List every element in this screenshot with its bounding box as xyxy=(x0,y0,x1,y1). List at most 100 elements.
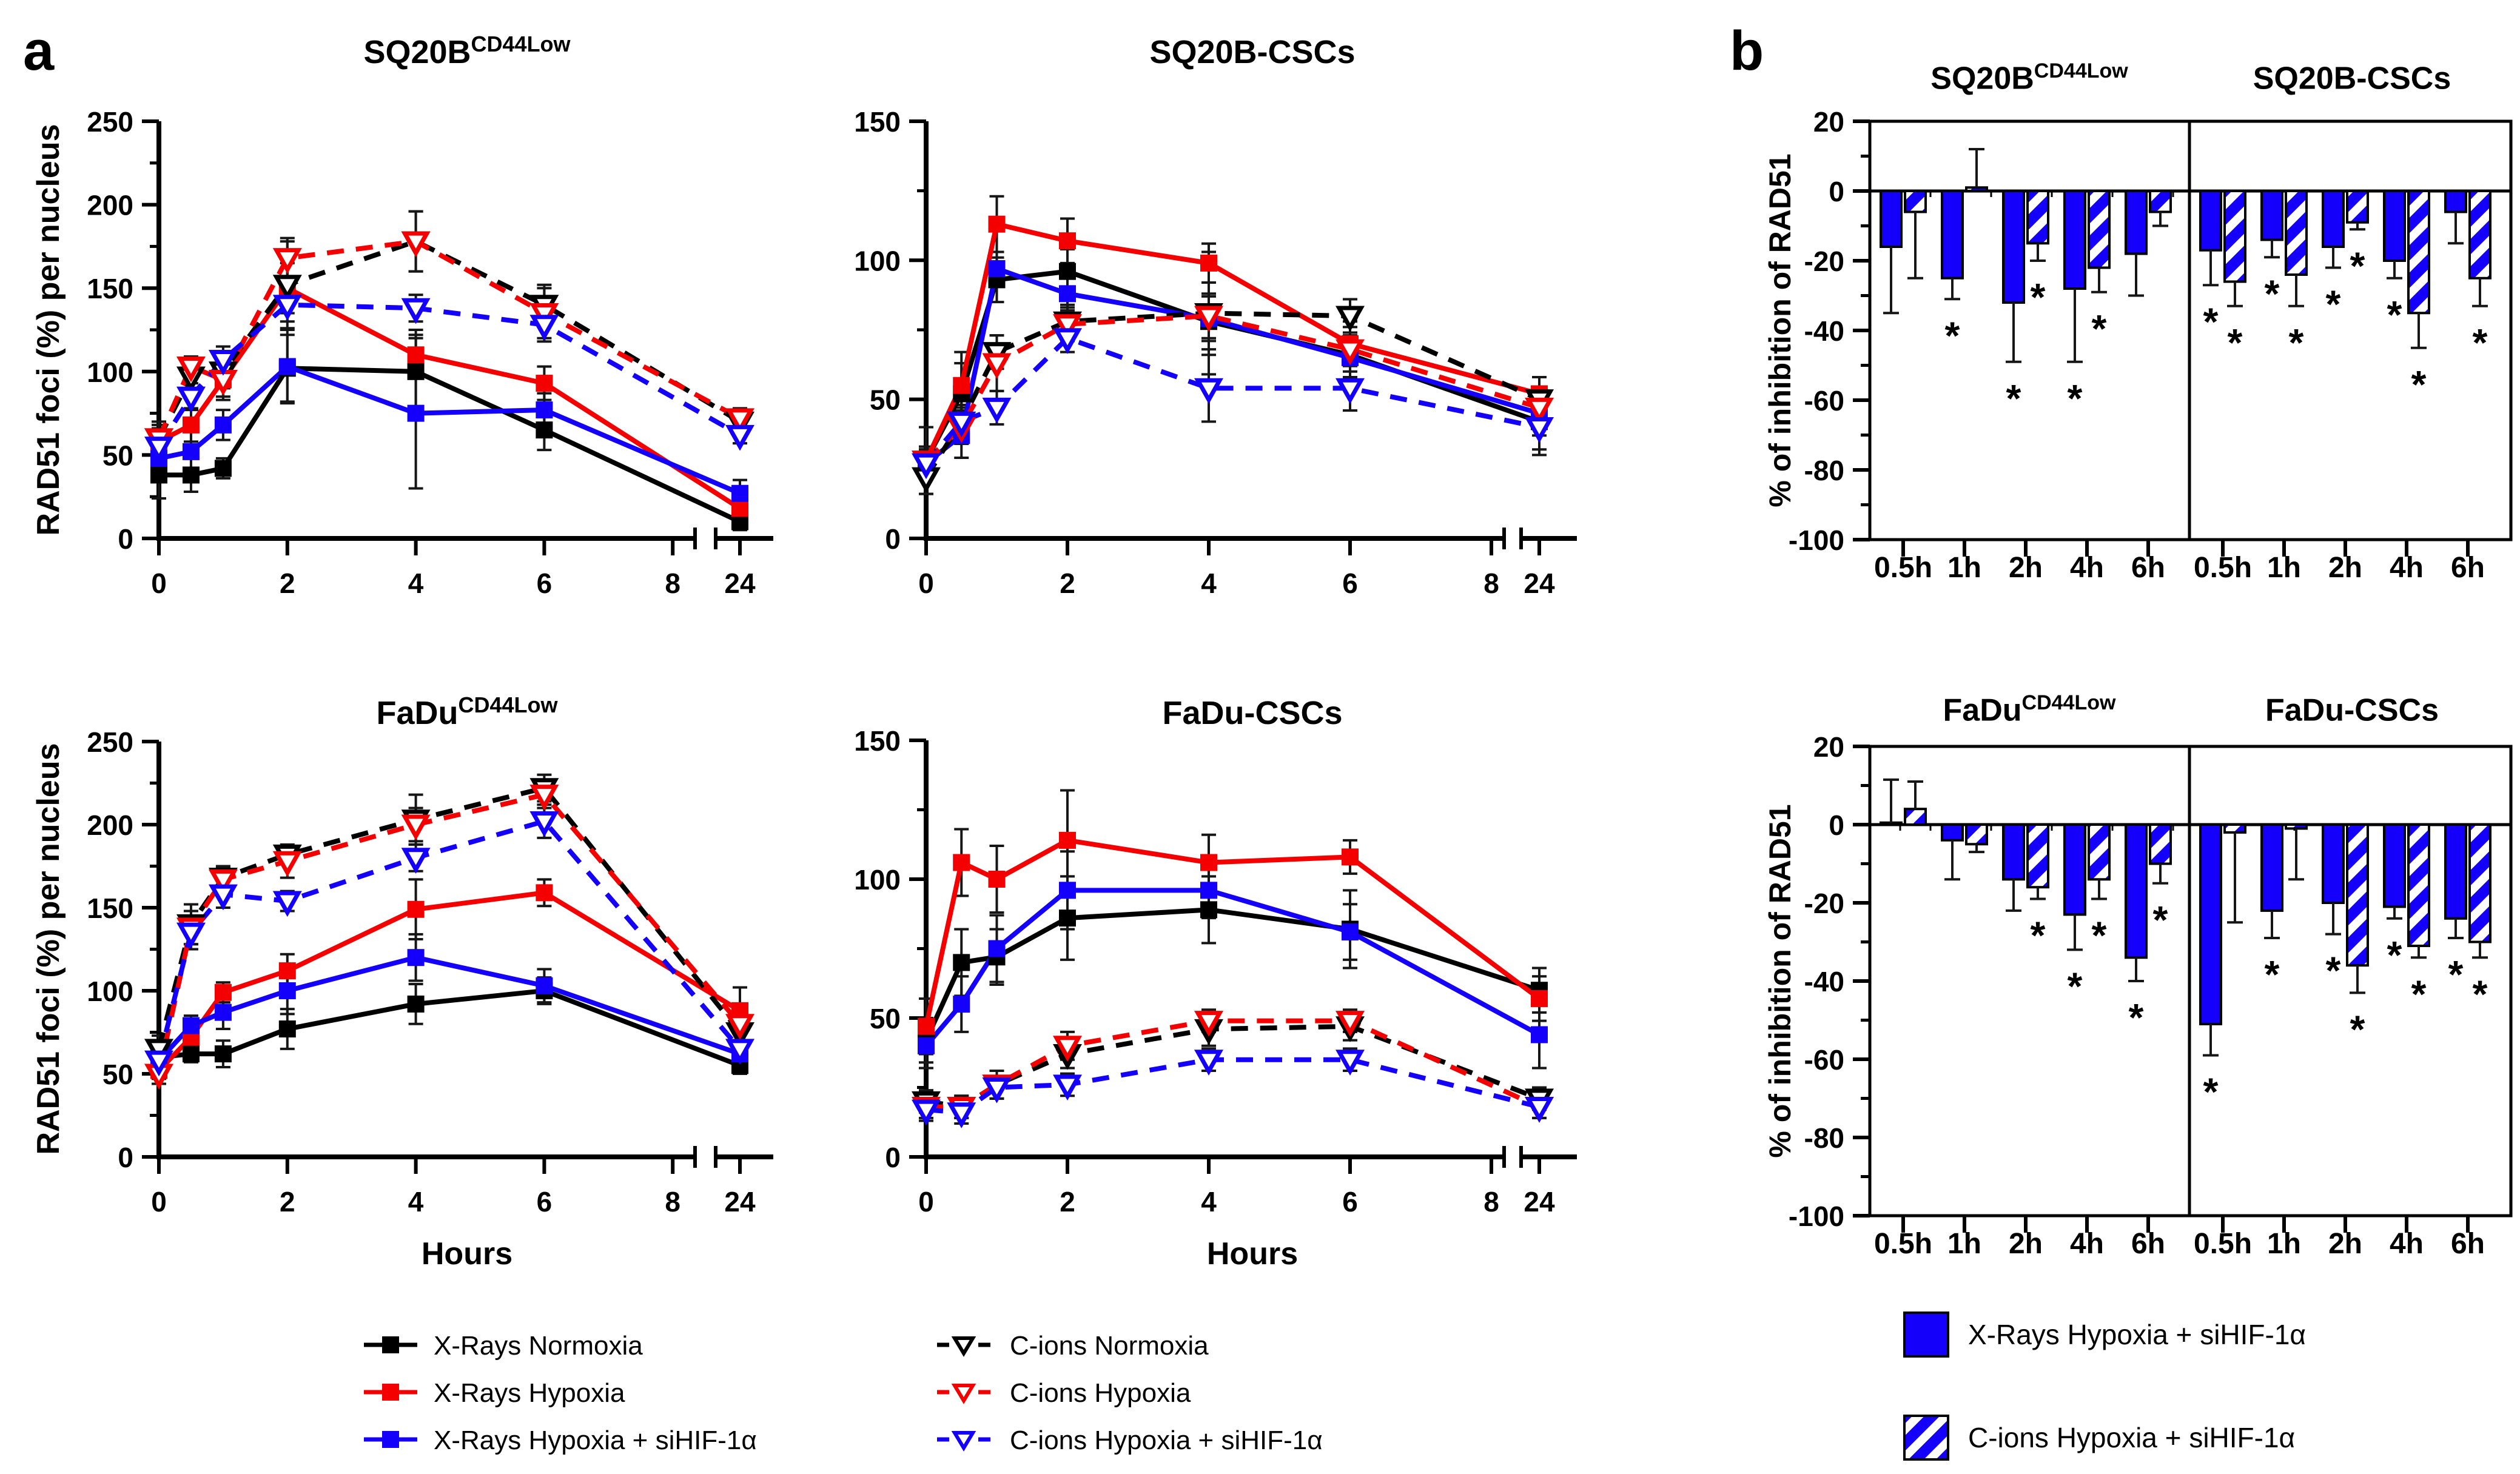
marker-square-x-rays-hypoxia xyxy=(214,983,232,1001)
legend-label: C-ions Normoxia xyxy=(1010,1331,1209,1361)
marker-triangle-c-ions-hypoxia-sihif-1 xyxy=(401,298,431,324)
marker-square-x-rays-hypoxia xyxy=(536,884,553,902)
marker-triangle-c-ions-hypoxia-sihif-1 xyxy=(1336,1050,1365,1076)
bar-x-rays-hypoxia-sihif-1-4h xyxy=(2063,190,2086,290)
y-tick-label: 20 xyxy=(1813,731,1844,763)
marker-triangle-c-ions-hypoxia xyxy=(1336,1011,1365,1037)
marker-triangle-c-ions-hypoxia xyxy=(725,1014,754,1040)
marker-square-x-rays-hypoxia-sihif-1 xyxy=(536,401,553,419)
chart-title-sq20b-cscs: SQ20B-CSCs xyxy=(1149,33,1355,69)
y-axis-title-row1: RAD51 foci (%) per nucleus xyxy=(31,124,66,536)
bar-title-fadu-cscs: FaDu-CSCs xyxy=(2265,692,2439,726)
y-tick-label: 150 xyxy=(854,725,901,757)
significance-asterisk: * xyxy=(2473,972,2488,1016)
marker-triangle-c-ions-hypoxia-sihif-1 xyxy=(208,350,238,376)
marker-square-x-rays-normoxia xyxy=(953,954,970,971)
y-tick-label: 50 xyxy=(870,1003,901,1034)
marker-square-x-rays-normoxia xyxy=(1200,901,1217,919)
x-tick-label: 1h xyxy=(1947,552,1981,584)
legend-swatch-solid-icon xyxy=(1903,1312,1949,1358)
bar-c-ions-hypoxia-sihif-1-1h xyxy=(1965,186,1988,192)
marker-square-x-rays-hypoxia xyxy=(988,871,1006,888)
significance-asterisk: * xyxy=(2411,972,2427,1016)
marker-triangle-c-ions-normoxia xyxy=(272,275,302,301)
y-tick-label: 100 xyxy=(87,357,133,388)
marker-triangle-c-ions-hypoxia-sihif-1 xyxy=(272,891,302,917)
chart-title-fadu-cd44low: FaDuCD44Low xyxy=(376,694,557,730)
marker-triangle-c-ions-hypoxia-sihif-1 xyxy=(1336,378,1365,404)
series-line-c-ions-normoxia xyxy=(924,310,1541,479)
marker-square-x-rays-normoxia xyxy=(407,995,425,1013)
bar-title-text: SQ20B-CSCs xyxy=(2253,61,2451,96)
marker-square-x-rays-hypoxia-sihif-1 xyxy=(214,416,232,434)
marker-triangle-c-ions-hypoxia xyxy=(725,408,754,434)
x-tick-label: 6 xyxy=(537,1186,553,1218)
y-tick-label: 100 xyxy=(854,245,901,276)
y-tick-label: -100 xyxy=(1789,1201,1844,1232)
bar-x-rays-hypoxia-sihif-1-2h xyxy=(2322,823,2345,904)
x-axis-title-fadu-cscs: Hours xyxy=(1206,1236,1299,1271)
y-tick-label: -20 xyxy=(1804,246,1844,277)
y-tick-label: 100 xyxy=(87,976,133,1007)
marker-square-x-rays-hypoxia-sihif-1 xyxy=(1342,923,1359,941)
y-tick-label: -40 xyxy=(1804,966,1844,997)
x-tick-label: 0.5h xyxy=(1874,1228,1932,1260)
marker-square-x-rays-normoxia xyxy=(278,1020,296,1038)
legend-panel-a: X-Rays Normoxia X-Rays Hypoxia X-Rays Hypo… xyxy=(364,1331,1323,1455)
bar-c-ions-hypoxia-sihif-1-0.5h xyxy=(1904,190,1927,213)
marker-triangle-c-ions-hypoxia-sihif-1 xyxy=(401,848,431,874)
marker-triangle-c-ions-hypoxia-sihif-1 xyxy=(176,386,206,413)
bar-x-rays-hypoxia-sihif-1-0.5h xyxy=(1880,821,1903,826)
marker-square-x-rays-hypoxia xyxy=(1059,232,1076,250)
significance-asterisk: * xyxy=(2153,898,2168,942)
marker-triangle-c-ions-hypoxia-sihif-1 xyxy=(529,811,559,837)
marker-triangle-c-ions-hypoxia xyxy=(1194,306,1223,332)
marker-triangle-c-ions-hypoxia-sihif-1 xyxy=(982,1077,1012,1104)
marker-triangle-c-ions-hypoxia-sihif-1 xyxy=(1053,328,1082,354)
legend-label: X-Rays Normoxia xyxy=(434,1331,643,1361)
legend-label: X-Rays Hypoxia xyxy=(434,1378,625,1408)
bar-c-ions-hypoxia-sihif-1-4h xyxy=(2407,823,2430,947)
x-tick-label: 2h xyxy=(2009,1228,2043,1260)
series-line-c-ions-hypoxia-sihif-1 xyxy=(924,335,1540,465)
x-tick-label: 4 xyxy=(1201,1186,1217,1218)
bar-x-rays-hypoxia-sihif-1-1h xyxy=(1941,190,1964,280)
significance-asterisk: * xyxy=(2068,377,2083,420)
bar-x-rays-hypoxia-sihif-1-4h xyxy=(2063,823,2086,916)
marker-triangle-c-ions-hypoxia xyxy=(208,869,238,896)
x-tick-label: 4 xyxy=(408,1186,424,1218)
x-axis-title-fadu-cd44low: Hours xyxy=(421,1236,513,1271)
marker-triangle-c-ions-hypoxia xyxy=(982,353,1012,380)
significance-asterisk: * xyxy=(2203,1070,2219,1114)
bar-x-rays-hypoxia-sihif-1-6h xyxy=(2125,823,2148,959)
marker-triangle-c-ions-hypoxia-sihif-1 xyxy=(144,1050,173,1077)
marker-triangle-c-ions-hypoxia-sihif-1 xyxy=(947,411,976,438)
bar-x-rays-hypoxia-sihif-1-0.5h xyxy=(1880,190,1903,248)
x-tick-label: 4 xyxy=(408,568,424,599)
chart-title-text: FaDu-CSCs xyxy=(1162,695,1343,731)
marker-square-x-rays-hypoxia xyxy=(407,900,425,918)
marker-square-x-rays-hypoxia-sihif-1 xyxy=(182,443,200,460)
marker-square-x-rays-hypoxia-sihif-1 xyxy=(731,484,748,502)
bar-c-ions-hypoxia-sihif-1-6h xyxy=(2468,823,2491,943)
x-tick-label: 0 xyxy=(151,568,167,599)
marker-triangle-c-ions-hypoxia-sihif-1 xyxy=(529,315,559,341)
y-tick-label: 50 xyxy=(870,384,901,416)
significance-asterisk: * xyxy=(2203,300,2219,343)
x-tick-label: 24 xyxy=(724,568,756,599)
significance-asterisk: * xyxy=(2448,953,2464,996)
bar-c-ions-hypoxia-sihif-1-1h xyxy=(1965,823,1988,846)
x-tick-label: 2 xyxy=(280,1186,295,1218)
x-tick-label: 2h xyxy=(2328,1228,2362,1260)
marker-triangle-c-ions-hypoxia-sihif-1 xyxy=(947,1102,976,1128)
y-tick-label: -80 xyxy=(1804,455,1844,486)
marker-triangle-c-ions-hypoxia xyxy=(1053,314,1082,340)
marker-square-x-rays-hypoxia-sihif-1 xyxy=(953,996,970,1013)
legend-label: X-Rays Hypoxia + siHIF-1α xyxy=(1968,1319,2306,1350)
marker-square-x-rays-hypoxia xyxy=(1200,854,1217,871)
significance-asterisk: * xyxy=(2473,321,2488,364)
y-tick-label: 200 xyxy=(87,809,133,841)
